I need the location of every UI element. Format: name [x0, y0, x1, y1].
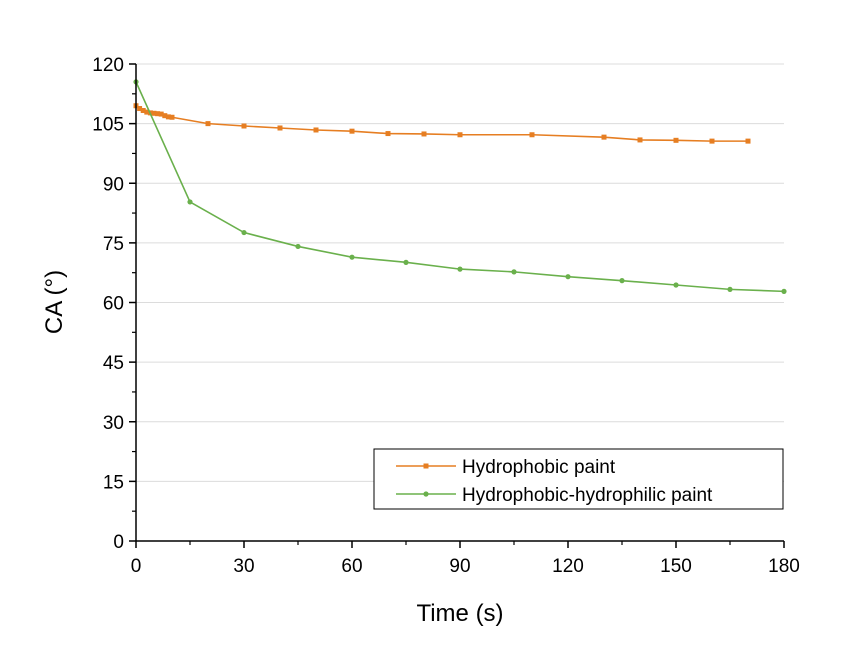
y-tick-label: 105	[92, 115, 124, 136]
data-point	[421, 131, 427, 137]
y-tick-label: 15	[103, 472, 124, 493]
data-point	[349, 128, 355, 134]
data-point	[277, 125, 283, 131]
data-point	[781, 288, 787, 294]
data-point	[745, 138, 751, 144]
data-point	[144, 109, 150, 115]
x-tick-label: 180	[768, 556, 800, 577]
legend-marker-hydrophobic-hydrophilic	[423, 491, 429, 497]
data-point	[187, 199, 193, 205]
data-point	[601, 134, 607, 140]
gridlines	[136, 63, 784, 482]
data-point	[529, 132, 535, 138]
x-tick-label: 30	[233, 556, 254, 577]
data-point	[457, 266, 463, 272]
legend-box	[373, 448, 784, 510]
data-point	[349, 254, 355, 260]
x-tick-label: 60	[341, 556, 362, 577]
data-point	[709, 138, 715, 144]
series-hydrophobic	[133, 103, 751, 144]
series-group	[133, 79, 787, 294]
data-point	[313, 127, 319, 133]
y-tick-label: 75	[103, 234, 124, 255]
data-point	[205, 121, 211, 127]
data-point	[385, 131, 391, 137]
x-tick-label: 0	[131, 556, 142, 577]
data-point	[403, 259, 409, 265]
data-point	[137, 106, 143, 112]
y-tick-label: 90	[103, 174, 124, 195]
series-line	[135, 81, 785, 293]
y-axis-title: CA (°)	[41, 270, 68, 334]
data-point	[457, 132, 463, 138]
x-tick-label: 90	[449, 556, 470, 577]
data-point	[169, 114, 175, 120]
legend-marker-hydrophobic	[423, 463, 429, 469]
series-hydrophobic-hydrophilic	[133, 79, 787, 294]
tick-group: 0 15 30 45 60 75 90 105 120 0 30 60 90 120 150 180	[92, 55, 800, 577]
data-point	[673, 282, 679, 288]
y-tick-label: 0	[113, 532, 124, 553]
y-tick-label: 30	[103, 413, 124, 434]
data-point	[162, 113, 168, 119]
legend: Hydrophobic paint Hydrophobic-hydrophili…	[373, 448, 784, 510]
y-tick-label: 45	[103, 353, 124, 374]
data-point	[727, 286, 733, 292]
data-point	[165, 114, 171, 120]
data-point	[158, 111, 164, 117]
legend-label-hydrophobic: Hydrophobic paint	[462, 457, 616, 478]
data-point	[619, 278, 625, 284]
data-point	[673, 137, 679, 143]
data-point	[155, 111, 161, 117]
data-point	[637, 137, 643, 143]
y-tick-label: 120	[92, 55, 124, 76]
y-tick-label: 60	[103, 294, 124, 315]
data-point	[140, 108, 146, 114]
x-tick-label: 150	[660, 556, 692, 577]
data-point	[565, 274, 571, 280]
data-point	[241, 123, 247, 129]
data-point	[295, 243, 301, 250]
data-point	[151, 110, 157, 116]
legend-label-hydrophobic-hydrophilic: Hydrophobic-hydrophilic paint	[462, 485, 713, 506]
data-point	[511, 269, 517, 275]
data-point	[241, 229, 247, 236]
x-tick-label: 120	[552, 556, 584, 577]
x-axis-title: Time (s)	[416, 600, 503, 627]
